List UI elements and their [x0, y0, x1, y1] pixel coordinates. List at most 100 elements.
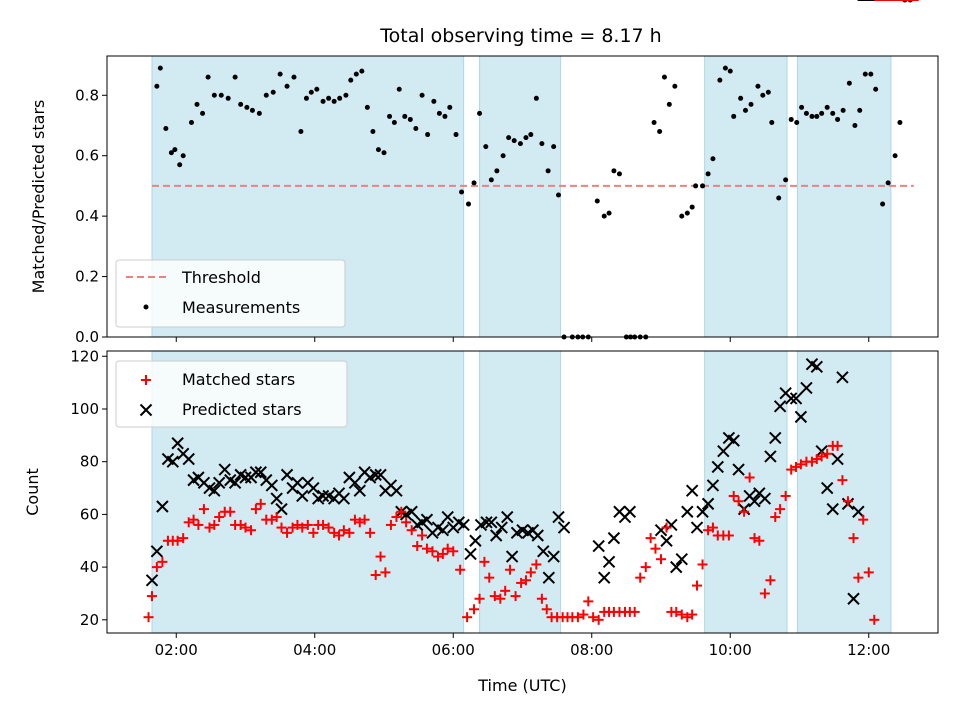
measurement-point: [651, 119, 657, 125]
predicted-point: [316, 489, 330, 503]
matched-point: [816, 451, 827, 462]
predicted-point: [171, 437, 184, 450]
measurement-point: [873, 86, 879, 92]
measurement-point: [814, 113, 820, 119]
predicted-point: [145, 574, 159, 587]
matched-point: [308, 527, 319, 538]
legend-x-marker: [139, 403, 153, 417]
matched-point: [505, 564, 516, 575]
matched-point: [469, 604, 480, 615]
matched-point: [396, 506, 407, 517]
measurement-point: [885, 180, 891, 186]
measurement-point: [488, 177, 494, 183]
matched-point: [629, 606, 640, 617]
counts-y-ticks: 20 40 60 80 100 120: [70, 347, 107, 629]
observing-interval-1: [479, 55, 562, 338]
matched-point: [147, 591, 158, 602]
measurement-point: [700, 183, 706, 189]
matched-point: [692, 580, 703, 591]
y-tick-label: 120: [70, 347, 99, 365]
matched-point: [427, 546, 438, 557]
measurement-point: [284, 83, 290, 89]
ratio-observing-intervals: [151, 55, 892, 338]
measurement-point: [277, 71, 283, 77]
matched-point: [837, 475, 848, 486]
measurement-point: [897, 119, 903, 125]
matched-point: [495, 593, 506, 604]
predicted-point: [441, 510, 454, 524]
legend-plus-marker: [141, 375, 151, 385]
x-tick-label: 04:00: [293, 641, 336, 659]
x-tick-label: 02:00: [155, 641, 198, 659]
measurement-point: [453, 132, 459, 138]
measurement-point: [425, 132, 431, 138]
matched-stars-series: [143, 0, 919, 625]
legend-matched-label: Matched stars: [182, 370, 295, 389]
measurement-point: [359, 68, 365, 74]
matched-point: [656, 554, 666, 565]
predicted-point: [701, 497, 715, 511]
measurement-point: [163, 126, 169, 132]
y-tick-label: 80: [80, 453, 99, 471]
matched-point: [391, 512, 402, 523]
measurement-point: [370, 129, 376, 135]
measurement-point: [868, 71, 874, 77]
matched-point: [380, 567, 391, 578]
measurement-point: [205, 74, 211, 80]
predicted-point: [374, 468, 387, 482]
matched-point: [225, 506, 236, 517]
measurement-point: [396, 86, 402, 92]
matched-point: [250, 504, 261, 515]
predicted-point: [773, 400, 787, 413]
measurement-point: [803, 110, 809, 116]
y-tick-label: 20: [80, 611, 99, 629]
matched-point: [697, 559, 708, 570]
predicted-point: [847, 592, 860, 605]
predicted-point: [495, 521, 508, 534]
measurement-point: [483, 144, 489, 150]
matched-point: [178, 533, 189, 544]
counts-panel: 20 40 60 80 100 120 02:00 04:00 06:00 08:00 10:00…: [23, 0, 939, 695]
measurement-point: [157, 65, 163, 71]
matched-point: [246, 525, 257, 536]
predicted-point: [732, 463, 745, 476]
measurement-point: [477, 110, 483, 116]
measurement-point: [320, 98, 326, 104]
measurement-point: [331, 98, 337, 104]
predicted-point: [748, 495, 761, 508]
matched-point: [302, 519, 313, 530]
y-tick-label: 0.0: [75, 328, 99, 346]
measurement-point: [748, 101, 754, 107]
predicted-point: [675, 552, 688, 566]
predicted-point: [685, 484, 699, 497]
legend-matched-swatch: [141, 375, 151, 385]
measurement-point: [672, 83, 678, 89]
predicted-point: [623, 505, 637, 518]
matched-point: [297, 522, 308, 533]
matched-point: [588, 612, 599, 623]
measurements-series: [154, 0, 913, 340]
predicted-point: [405, 505, 418, 518]
matched-point: [462, 612, 473, 623]
matched-point: [143, 612, 154, 623]
predicted-point: [592, 539, 605, 553]
matched-point: [869, 614, 880, 625]
predicted-point: [436, 524, 450, 537]
predicted-point: [337, 492, 351, 505]
matched-point: [375, 551, 386, 562]
measurement-point: [154, 83, 160, 89]
measurement-point: [291, 74, 297, 80]
matched-point: [858, 514, 869, 525]
measurement-point: [348, 77, 354, 83]
measurement-point: [517, 141, 523, 147]
matched-point: [448, 546, 459, 557]
matched-point: [525, 567, 536, 578]
predicted-point: [501, 510, 514, 524]
measurement-point: [387, 113, 393, 119]
matched-point: [365, 527, 376, 538]
matched-point: [344, 527, 355, 538]
matched-point: [401, 517, 412, 528]
measurement-point: [436, 110, 442, 116]
measurement-point: [523, 135, 529, 141]
matched-point: [323, 522, 334, 533]
